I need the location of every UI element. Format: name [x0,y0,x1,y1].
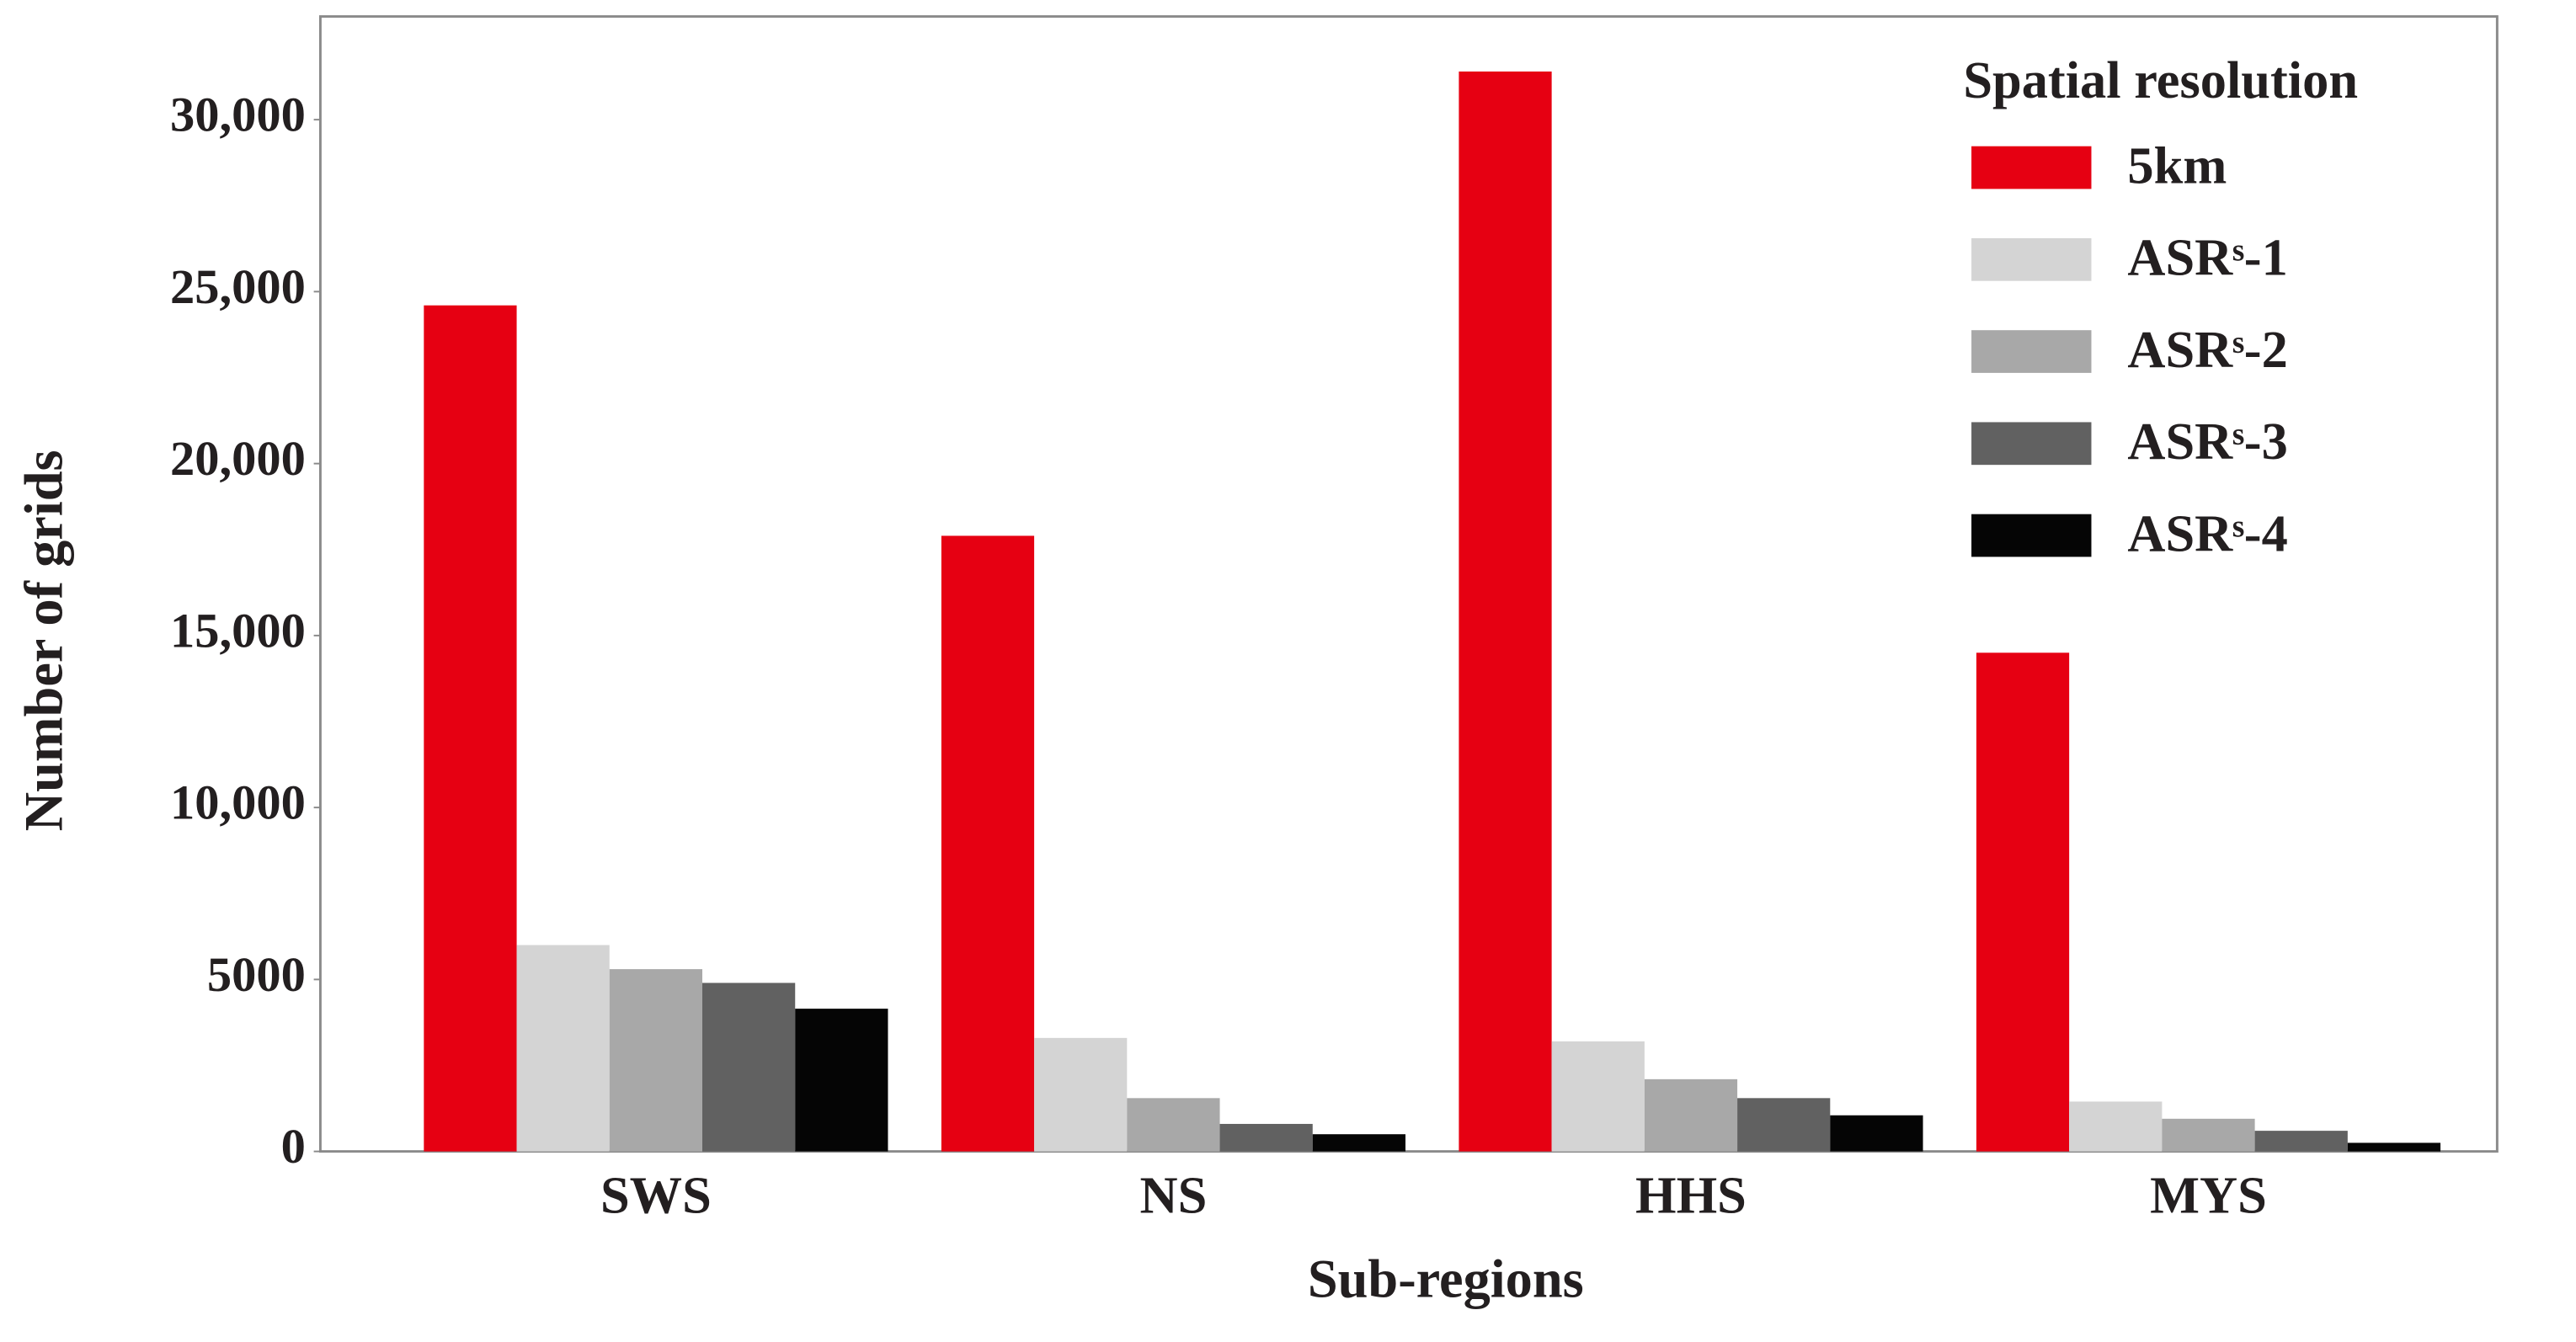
x-tick-label: SWS [600,1165,712,1224]
legend-swatch [1971,146,2092,189]
bar [795,1009,888,1152]
bar [1644,1078,1738,1152]
legend-label: 5km [2127,136,2227,194]
bar [1219,1123,1313,1152]
bar [424,305,517,1152]
legend-label: ASRˢ-1 [2127,228,2287,287]
y-tick-label: 30,000 [170,88,306,142]
bar [702,983,796,1152]
bar [2069,1101,2163,1152]
y-tick-label: 15,000 [170,603,306,658]
legend-label: ASRˢ-3 [2127,412,2287,471]
legend-title: Spatial resolution [1963,51,2358,109]
legend-label: ASRˢ-2 [2127,320,2287,379]
bar [941,535,1035,1152]
bar [1551,1041,1645,1152]
legend-swatch [1971,330,2092,373]
bar [1312,1134,1405,1152]
y-tick-label: 5000 [207,947,306,1002]
bar [516,945,610,1152]
y-tick-label: 10,000 [170,775,306,830]
x-axis-title: Sub-regions [1308,1249,1584,1308]
y-tick-label: 25,000 [170,259,306,314]
y-tick-label: 0 [281,1119,306,1174]
bar [1830,1115,1923,1152]
bar [1976,652,2070,1152]
legend-swatch [1971,237,2092,281]
bar [1034,1037,1128,1152]
bar [1127,1098,1220,1152]
x-tick-label: NS [1140,1165,1208,1224]
bar [2254,1131,2348,1152]
legend-swatch [1971,422,2092,466]
bar [2347,1142,2441,1152]
bar [1737,1098,1831,1152]
y-axis-title: Number of grids [13,450,73,831]
bar [2162,1118,2255,1152]
y-tick-label: 20,000 [170,431,306,486]
x-tick-label: MYS [2150,1165,2267,1224]
x-tick-label: HHS [1635,1165,1747,1224]
plot-frame [318,15,2499,1153]
bar [1459,71,1552,1152]
bar [609,969,703,1152]
legend-label: ASRˢ-4 [2127,503,2287,562]
legend-swatch [1971,514,2092,557]
